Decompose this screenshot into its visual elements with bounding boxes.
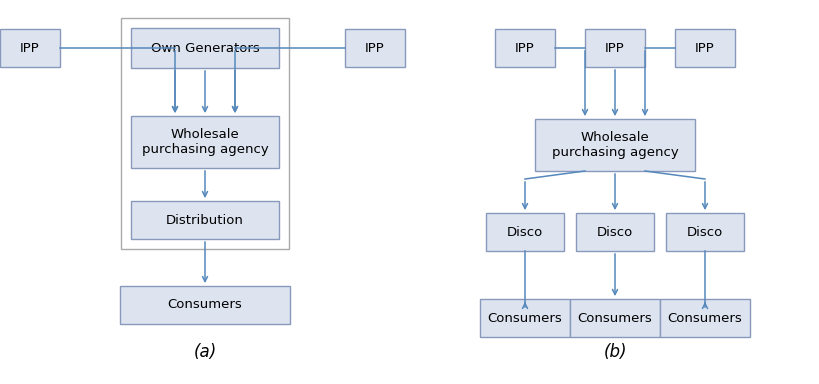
FancyBboxPatch shape [345,29,405,67]
FancyBboxPatch shape [674,29,734,67]
FancyBboxPatch shape [131,116,278,168]
FancyBboxPatch shape [495,29,554,67]
Text: Disco: Disco [506,225,542,238]
Text: Consumers: Consumers [577,311,652,324]
FancyBboxPatch shape [479,299,569,337]
FancyBboxPatch shape [121,18,288,249]
Text: Consumers: Consumers [167,298,242,311]
FancyBboxPatch shape [665,213,743,251]
FancyBboxPatch shape [575,213,654,251]
Text: Wholesale
purchasing agency: Wholesale purchasing agency [551,131,677,159]
Text: Own Generators: Own Generators [151,41,259,55]
FancyBboxPatch shape [0,29,60,67]
Text: Disco: Disco [686,225,722,238]
FancyBboxPatch shape [659,299,749,337]
Text: Wholesale
purchasing agency: Wholesale purchasing agency [142,128,268,156]
Text: IPP: IPP [695,41,714,55]
FancyBboxPatch shape [569,299,659,337]
Text: (b): (b) [603,343,626,361]
FancyBboxPatch shape [131,28,278,68]
Text: IPP: IPP [364,41,384,55]
Text: IPP: IPP [514,41,534,55]
Text: Disco: Disco [596,225,632,238]
Text: IPP: IPP [604,41,624,55]
FancyBboxPatch shape [131,201,278,239]
Text: Distribution: Distribution [166,214,243,227]
FancyBboxPatch shape [584,29,645,67]
Text: Consumers: Consumers [487,311,562,324]
Text: Consumers: Consumers [667,311,741,324]
FancyBboxPatch shape [534,119,695,171]
FancyBboxPatch shape [486,213,563,251]
FancyBboxPatch shape [120,286,290,324]
Text: IPP: IPP [20,41,40,55]
Text: (a): (a) [193,343,216,361]
